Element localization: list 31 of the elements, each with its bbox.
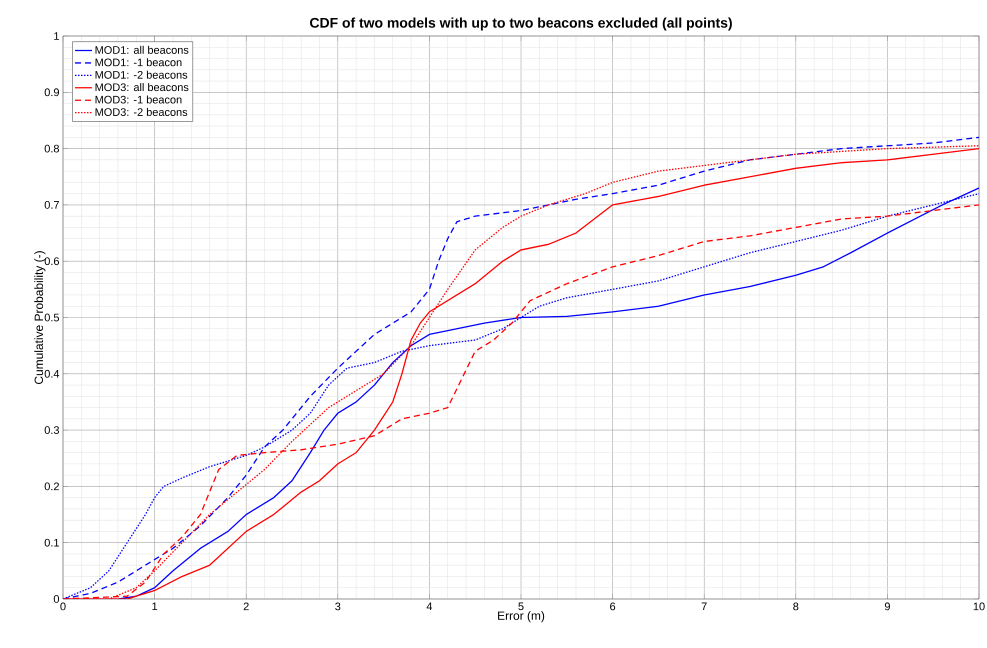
- y-tick-label: 1: [54, 32, 59, 40]
- legend-label: MOD3: -1 beacon: [96, 95, 182, 104]
- x-tick-label: 2: [244, 602, 249, 610]
- y-tick-label: 0.5: [44, 314, 60, 322]
- y-tick-label: 0.6: [44, 257, 59, 266]
- legend-label: MOD1: -2 beacons: [96, 70, 188, 79]
- y-tick-label: 0.1: [44, 538, 59, 547]
- x-tick-label: 3: [335, 602, 340, 610]
- x-tick-label: 10: [974, 602, 985, 610]
- x-axis-title: Error (m): [498, 611, 544, 622]
- x-tick-label: 9: [884, 602, 890, 610]
- chart-title: CDF of two models with up to two beacons excluded (all points): [310, 17, 732, 30]
- legend-label: MOD3: -2 beacons: [96, 108, 188, 116]
- y-tick-label: 0: [54, 595, 60, 603]
- y-tick-label: 0.7: [44, 201, 59, 209]
- x-tick-label: 4: [426, 602, 432, 610]
- y-tick-label: 0.4: [44, 370, 60, 378]
- x-tick-label: 0: [60, 602, 66, 610]
- y-axis-title: Cumulative Probability (-): [34, 251, 46, 384]
- x-tick-label: 1: [152, 602, 158, 610]
- y-tick-label: 0.8: [44, 144, 59, 152]
- y-tick-label: 0.2: [44, 482, 59, 490]
- x-tick-label: 6: [610, 602, 616, 610]
- x-tick-label: 5: [518, 602, 524, 610]
- y-tick-label: 0.3: [44, 426, 59, 434]
- legend-label: MOD1: all beacons: [96, 46, 188, 54]
- legend-label: MOD3: all beacons: [96, 83, 188, 92]
- legend-label: MOD1: -1 beacon: [96, 58, 182, 66]
- x-tick-label: 7: [702, 602, 707, 610]
- x-tick-label: 8: [793, 602, 798, 610]
- y-tick-label: 0.9: [44, 88, 59, 96]
